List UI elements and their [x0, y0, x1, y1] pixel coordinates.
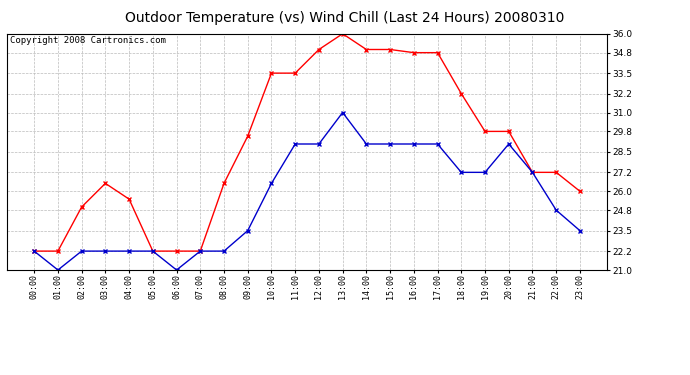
Text: Copyright 2008 Cartronics.com: Copyright 2008 Cartronics.com [10, 36, 166, 45]
Text: Outdoor Temperature (vs) Wind Chill (Last 24 Hours) 20080310: Outdoor Temperature (vs) Wind Chill (Las… [126, 11, 564, 25]
